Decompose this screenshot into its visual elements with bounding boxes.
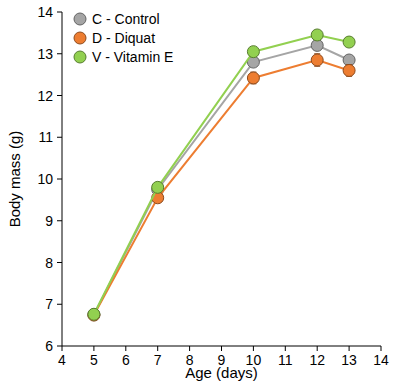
- y-tick: [57, 179, 62, 180]
- point: [88, 308, 100, 320]
- x-tick: [189, 346, 190, 351]
- y-tick-label: 10: [37, 171, 53, 187]
- legend-label: V - Vitamin E: [92, 49, 173, 65]
- point: [311, 54, 323, 66]
- x-tick-label: 12: [309, 352, 325, 368]
- point: [343, 36, 355, 48]
- legend-marker: [74, 32, 86, 44]
- point: [88, 309, 100, 321]
- chart: 678910111213144567891011121314Age (days)…: [0, 0, 400, 383]
- point: [88, 309, 100, 321]
- y-axis-label: Body mass (g): [6, 131, 23, 228]
- x-tick-label: 13: [341, 352, 357, 368]
- x-tick: [253, 346, 254, 351]
- x-tick-label: 6: [122, 352, 130, 368]
- y-tick-label: 12: [37, 88, 53, 104]
- x-tick: [221, 346, 222, 351]
- x-tick: [381, 346, 382, 351]
- y-tick: [57, 137, 62, 138]
- x-tick: [62, 346, 63, 351]
- y-tick-label: 13: [37, 46, 53, 62]
- y-tick: [57, 53, 62, 54]
- legend-label: D - Diquat: [92, 30, 155, 46]
- x-tick: [317, 346, 318, 351]
- y-tick: [57, 12, 62, 13]
- series-line: [94, 45, 349, 314]
- x-tick-label: 5: [90, 352, 98, 368]
- x-tick: [285, 346, 286, 351]
- legend-label: C - Control: [92, 11, 160, 27]
- y-tick-label: 14: [37, 4, 53, 20]
- point: [247, 72, 259, 84]
- point: [152, 181, 164, 193]
- y-tick-label: 7: [45, 296, 53, 312]
- x-tick-label: 11: [278, 352, 293, 368]
- plot-area: [88, 29, 355, 321]
- series-line: [94, 35, 349, 314]
- y-tick: [57, 95, 62, 96]
- x-tick: [125, 346, 126, 351]
- y-tick: [57, 304, 62, 305]
- y-tick-label: 9: [45, 213, 53, 229]
- x-axis-label: Age (days): [185, 364, 258, 381]
- x-tick-label: 7: [154, 352, 162, 368]
- y-tick-label: 11: [38, 129, 53, 145]
- legend-marker: [74, 51, 86, 63]
- y-tick: [57, 262, 62, 263]
- point: [343, 64, 355, 76]
- y-tick-label: 6: [45, 338, 53, 354]
- x-tick: [349, 346, 350, 351]
- point: [311, 29, 323, 41]
- x-tick: [157, 346, 158, 351]
- y-tick: [57, 346, 62, 347]
- x-tick: [93, 346, 94, 351]
- legend-marker: [74, 13, 86, 25]
- x-tick-label: 4: [58, 352, 66, 368]
- point: [247, 46, 259, 58]
- y-tick: [57, 220, 62, 221]
- x-tick-label: 14: [373, 352, 389, 368]
- y-tick-label: 8: [45, 255, 53, 271]
